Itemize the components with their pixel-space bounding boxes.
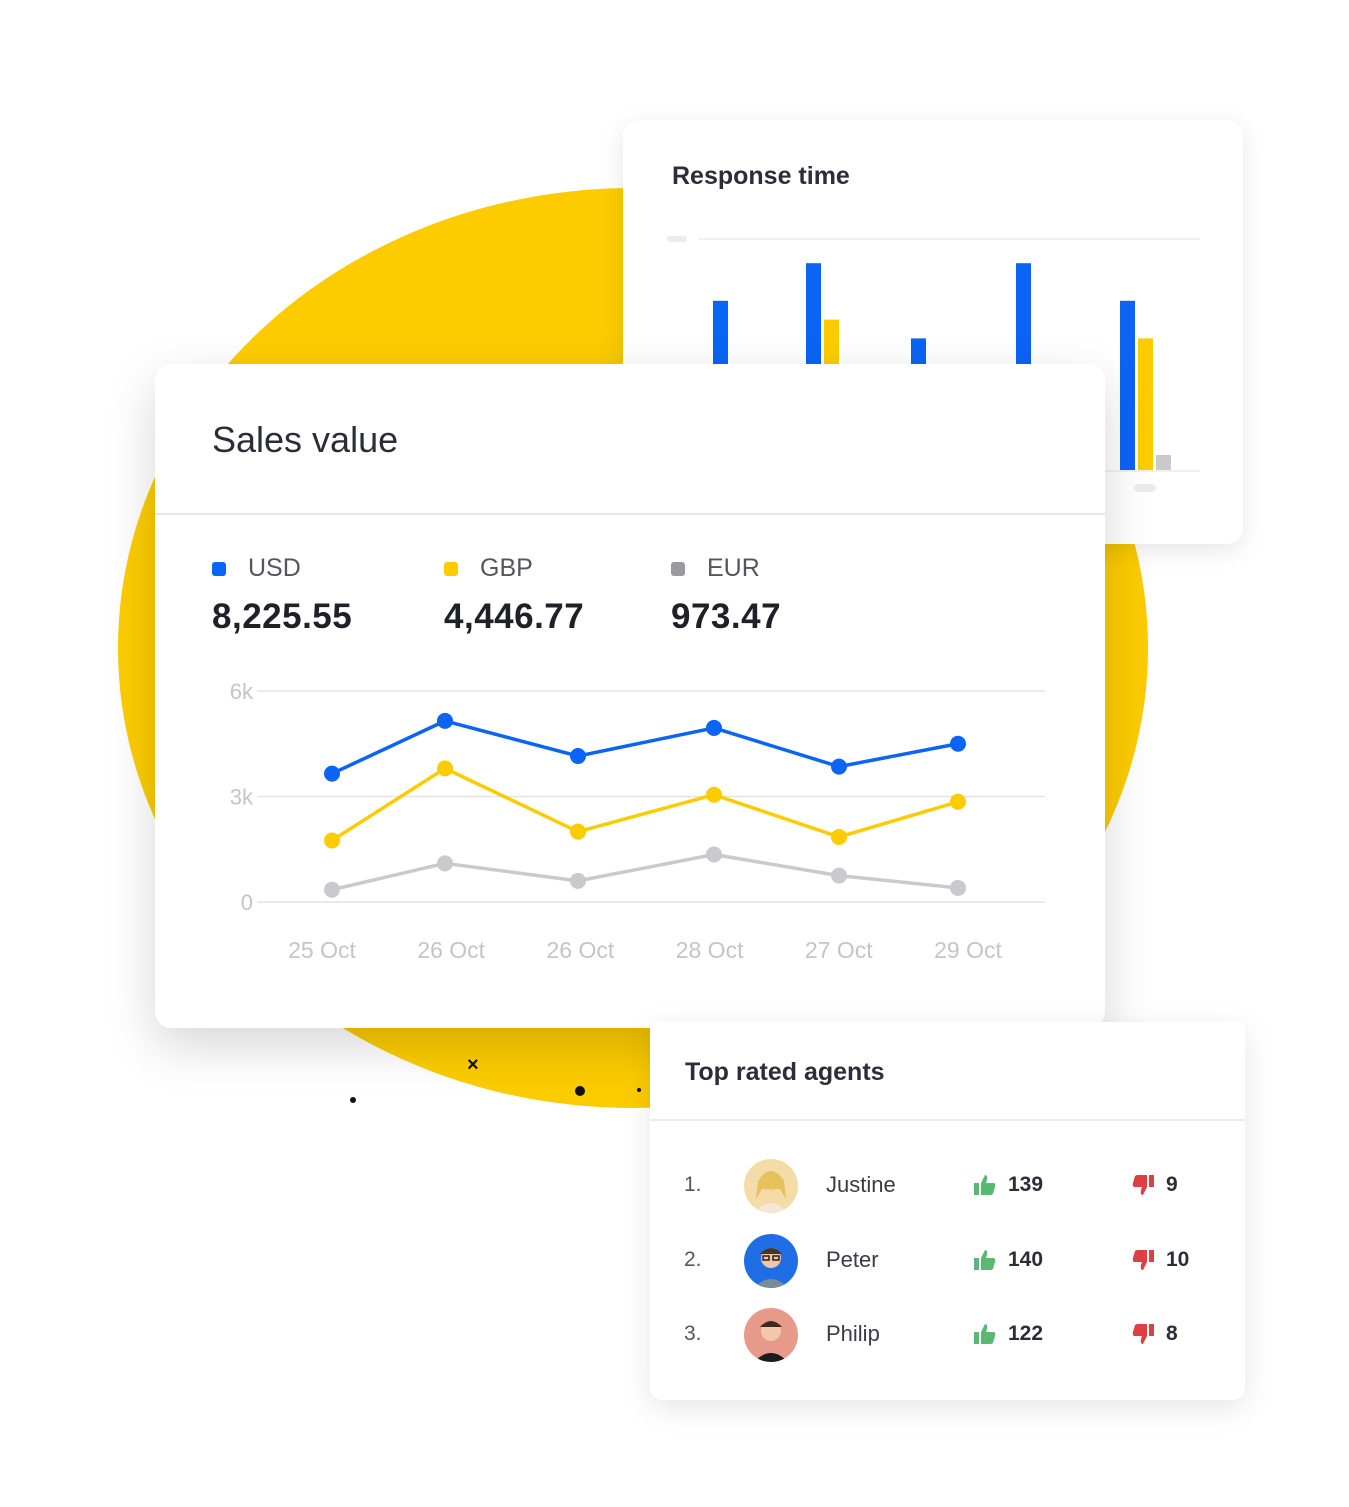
data-point-eur[interactable] xyxy=(950,879,966,896)
thumbs-down-icon xyxy=(1132,1250,1154,1270)
agent-avatar xyxy=(744,1308,798,1362)
data-point-eur[interactable] xyxy=(706,846,722,863)
agents-divider xyxy=(650,1119,1245,1121)
usd-label: USD xyxy=(248,554,301,582)
tick-placeholder xyxy=(667,236,687,242)
data-point-gbp[interactable] xyxy=(706,786,722,803)
response-time-title: Response time xyxy=(672,162,850,190)
thumbs-up-icon xyxy=(974,1324,996,1344)
sales-line-chart: 6k 3k 0 25 Oct 26 Oct 26 Oct 28 Oct 27 Oct 29 Oc… xyxy=(230,679,1045,963)
data-point-gbp[interactable] xyxy=(950,793,966,810)
x-tick-label: 26 Oct xyxy=(547,937,615,963)
data-point-usd[interactable] xyxy=(706,719,722,736)
top-rated-agents-card: Top rated agents 1. Justine 139 9 2. Pet… xyxy=(650,1022,1245,1400)
upvote-count: 140 xyxy=(1008,1248,1044,1271)
upvote-count: 122 xyxy=(1008,1322,1044,1345)
y-tick-label: 6k xyxy=(230,679,254,704)
tick-placeholder xyxy=(1134,484,1156,492)
y-tick-label: 0 xyxy=(241,890,253,915)
data-point-eur[interactable] xyxy=(324,881,340,898)
data-point-gbp[interactable] xyxy=(831,828,847,845)
thumbs-down-icon xyxy=(1132,1175,1154,1195)
thumbs-up-icon xyxy=(974,1175,996,1195)
data-point-usd[interactable] xyxy=(437,712,453,729)
data-point-usd[interactable] xyxy=(831,758,847,775)
data-point-gbp[interactable] xyxy=(437,760,453,777)
thumbs-down-icon xyxy=(1132,1324,1154,1344)
agent-name: Justine xyxy=(826,1172,896,1197)
data-point-usd[interactable] xyxy=(950,735,966,752)
eur-swatch xyxy=(671,561,685,576)
series-line-gbp xyxy=(331,766,959,842)
agent-rank: 1. xyxy=(684,1173,702,1196)
agent-upvotes: 122 xyxy=(972,1321,1043,1347)
series-line-eur xyxy=(331,852,959,892)
y-tick-label: 3k xyxy=(230,785,254,810)
agent-avatar xyxy=(744,1159,798,1213)
x-tick-label: 29 Oct xyxy=(934,937,1002,963)
agent-downvotes: 9 xyxy=(1130,1172,1178,1198)
x-tick-label: 25 Oct xyxy=(288,937,356,963)
decor-dot xyxy=(350,1097,356,1103)
downvote-count: 8 xyxy=(1166,1322,1178,1345)
gbp-label: GBP xyxy=(480,554,533,582)
data-point-eur[interactable] xyxy=(437,855,453,872)
gbp-swatch xyxy=(444,561,458,576)
sales-value-card: Sales value USD 8,225.55 GBP 4,446.77 EU… xyxy=(155,364,1105,1028)
data-point-eur[interactable] xyxy=(831,867,847,884)
metric-gbp: GBP 4,446.77 xyxy=(444,554,584,637)
metric-usd: USD 8,225.55 xyxy=(212,554,352,637)
usd-swatch xyxy=(212,561,226,576)
downvote-count: 9 xyxy=(1166,1173,1178,1196)
agent-row[interactable]: 1. Justine 139 9 xyxy=(650,1159,1245,1215)
data-point-gbp[interactable] xyxy=(570,823,586,840)
data-point-usd[interactable] xyxy=(324,765,340,782)
x-tick-label: 28 Oct xyxy=(676,937,744,963)
agent-downvotes: 10 xyxy=(1130,1247,1189,1273)
agents-title: Top rated agents xyxy=(685,1058,885,1086)
agent-row[interactable]: 2. Peter 140 10 xyxy=(650,1234,1245,1290)
agent-rank: 2. xyxy=(684,1248,702,1271)
response-bar[interactable] xyxy=(1156,454,1171,470)
response-bar[interactable] xyxy=(1138,338,1153,470)
downvote-count: 10 xyxy=(1166,1248,1190,1271)
sales-value-title: Sales value xyxy=(212,419,399,460)
metric-eur: EUR 973.47 xyxy=(671,554,781,637)
series-line-usd xyxy=(331,719,959,776)
data-point-eur[interactable] xyxy=(570,872,586,889)
agent-name: Philip xyxy=(826,1321,880,1346)
eur-label: EUR xyxy=(707,554,760,582)
upvote-count: 139 xyxy=(1008,1173,1044,1196)
data-point-gbp[interactable] xyxy=(324,832,340,849)
thumbs-up-icon xyxy=(974,1250,996,1270)
agent-downvotes: 8 xyxy=(1130,1321,1178,1347)
decor-dot xyxy=(575,1086,585,1096)
gbp-value: 4,446.77 xyxy=(444,597,585,636)
agent-upvotes: 140 xyxy=(972,1247,1043,1273)
data-point-usd[interactable] xyxy=(570,748,586,765)
agent-upvotes: 139 xyxy=(972,1172,1043,1198)
x-tick-label: 26 Oct xyxy=(417,937,485,963)
agent-row[interactable]: 3. Philip 122 8 xyxy=(650,1308,1245,1364)
response-bar[interactable] xyxy=(1120,300,1135,470)
decor-cross: × xyxy=(467,1054,479,1076)
x-tick-label: 27 Oct xyxy=(805,937,873,963)
agent-name: Peter xyxy=(826,1247,879,1272)
usd-value: 8,225.55 xyxy=(212,597,353,636)
agent-avatar xyxy=(744,1234,798,1288)
eur-value: 973.47 xyxy=(671,597,782,636)
sales-header-divider xyxy=(155,513,1105,515)
decor-dot xyxy=(637,1088,641,1092)
agent-rank: 3. xyxy=(684,1322,702,1345)
